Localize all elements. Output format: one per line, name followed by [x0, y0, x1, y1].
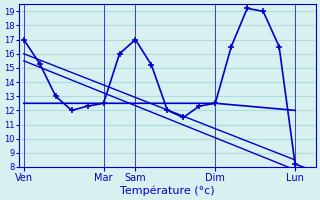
- X-axis label: Température (°c): Température (°c): [120, 185, 215, 196]
